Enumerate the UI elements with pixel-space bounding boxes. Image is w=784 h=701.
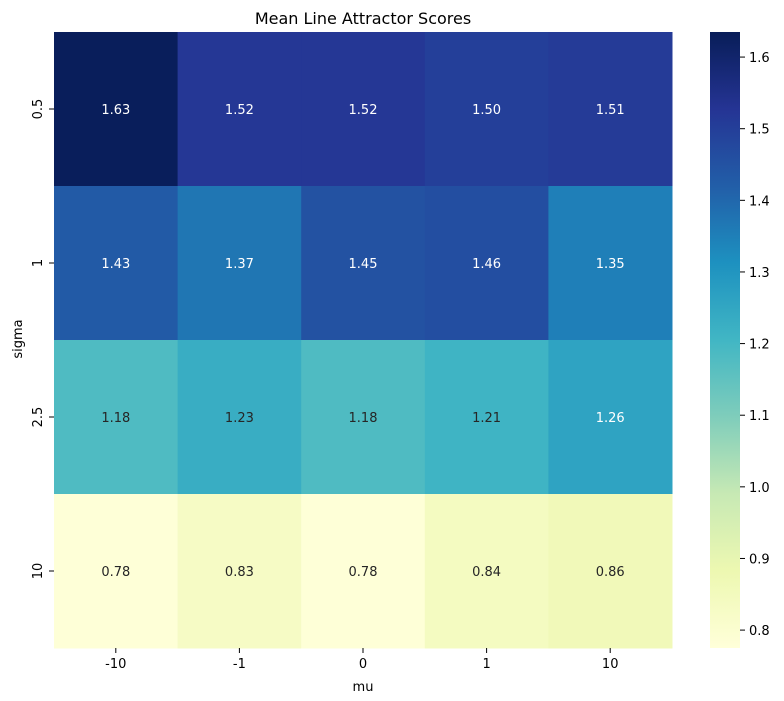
- heatmap-cell: [177, 340, 302, 495]
- colorbar-tick-label: 0.9: [749, 552, 770, 567]
- heatmap-cell: [301, 186, 426, 341]
- cell-value-label: 0.78: [349, 565, 378, 580]
- colorbar-tick-label: 1.1: [749, 409, 770, 424]
- x-tick-label: -10: [105, 657, 126, 672]
- chart-title: Mean Line Attractor Scores: [255, 9, 471, 28]
- x-tick-label: -1: [233, 657, 246, 672]
- heatmap-cells: 1.63 1.52 1.52 1.50 1.51 1.43 1.37 1.45 1.46 1.35…: [54, 32, 673, 649]
- cell-value-label: 1.43: [101, 257, 130, 272]
- heatmap-cell: [548, 340, 673, 495]
- heatmap-cell: [54, 186, 179, 341]
- colorbar-tick-label: 1.3: [749, 266, 770, 281]
- cell-value-label: 1.21: [472, 411, 501, 426]
- cell-value-label: 0.86: [596, 565, 625, 580]
- cell-value-label: 1.51: [596, 103, 625, 118]
- x-tick-label: 10: [602, 657, 619, 672]
- cell-value-label: 1.46: [472, 257, 501, 272]
- x-tick-label: 1: [482, 657, 490, 672]
- heatmap-cell: [54, 494, 179, 649]
- cell-value-label: 1.23: [225, 411, 254, 426]
- x-axis: -10 -1 0 1 10: [105, 648, 618, 672]
- heatmap-cell: [548, 494, 673, 649]
- cell-value-label: 1.45: [349, 257, 378, 272]
- cell-value-label: 1.52: [349, 103, 378, 118]
- colorbar-tick-label: 1.4: [749, 194, 770, 209]
- heatmap-cell: [301, 340, 426, 495]
- heatmap-cell: [424, 186, 549, 341]
- cell-value-label: 1.26: [596, 411, 625, 426]
- y-tick-label: 2.5: [31, 407, 46, 428]
- heatmap-cell: [301, 494, 426, 649]
- y-tick-label: 1: [31, 259, 46, 267]
- cell-value-label: 0.78: [101, 565, 130, 580]
- cell-value-label: 1.52: [225, 103, 254, 118]
- heatmap-cell: [54, 340, 179, 495]
- heatmap-cell: [424, 32, 549, 187]
- cell-value-label: 1.18: [101, 411, 130, 426]
- heatmap-cell: [301, 32, 426, 187]
- colorbar-tick-label: 1.6: [749, 51, 770, 66]
- colorbar-tick-label: 0.8: [749, 624, 770, 639]
- y-tick-label: 10: [31, 563, 46, 580]
- colorbar-gradient: [710, 32, 740, 648]
- heatmap-cell: [54, 32, 179, 187]
- cell-value-label: 0.83: [225, 565, 254, 580]
- y-axis-label: sigma: [11, 319, 26, 358]
- heatmap-cell: [548, 186, 673, 341]
- cell-value-label: 1.35: [596, 257, 625, 272]
- heatmap-cell: [177, 32, 302, 187]
- colorbar-tick-label: 1.0: [749, 481, 770, 496]
- colorbar: 0.8 0.9 1.0 1.1 1.2 1.3 1.4 1.5 1.6: [710, 32, 770, 648]
- heatmap-cell: [424, 494, 549, 649]
- colorbar-tick-label: 1.5: [749, 123, 770, 138]
- cell-value-label: 1.18: [349, 411, 378, 426]
- y-tick-label: 0.5: [31, 99, 46, 120]
- y-axis: 0.5 1 2.5 10: [31, 99, 54, 580]
- colorbar-tick-label: 1.2: [749, 338, 770, 353]
- heatmap-cell: [177, 494, 302, 649]
- heatmap-cell: [424, 340, 549, 495]
- cell-value-label: 1.63: [101, 103, 130, 118]
- heatmap-cell: [177, 186, 302, 341]
- heatmap-cell: [548, 32, 673, 187]
- cell-value-label: 1.50: [472, 103, 501, 118]
- cell-value-label: 0.84: [472, 565, 501, 580]
- cell-value-label: 1.37: [225, 257, 254, 272]
- x-axis-label: mu: [353, 680, 374, 695]
- x-tick-label: 0: [359, 657, 367, 672]
